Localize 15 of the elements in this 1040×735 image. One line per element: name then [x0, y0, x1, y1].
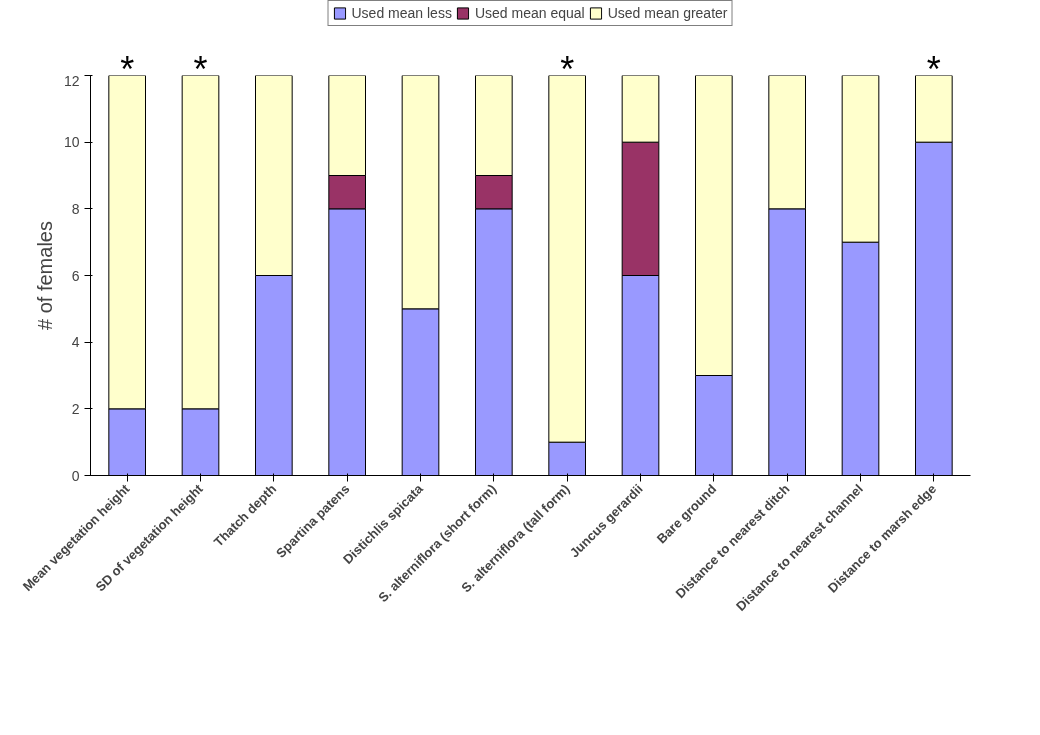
annotation: *	[120, 48, 135, 90]
y-tick-label: 6	[71, 267, 80, 284]
annotation: *	[560, 48, 575, 90]
legend-label: Used mean less	[351, 5, 452, 21]
y-tick-label: 2	[71, 400, 80, 417]
y-tick-label: 4	[71, 334, 80, 351]
legend-label: Used mean greater	[607, 5, 728, 21]
y-tick-label: 0	[71, 467, 80, 484]
annotation: *	[193, 48, 208, 90]
y-axis-title: # of females	[33, 221, 56, 330]
legend-label: Used mean equal	[474, 5, 585, 21]
annotation: *	[926, 48, 941, 90]
y-tick-label: 8	[71, 200, 80, 217]
y-tick-label: 12	[63, 72, 80, 89]
y-tick-label: 10	[63, 134, 80, 151]
